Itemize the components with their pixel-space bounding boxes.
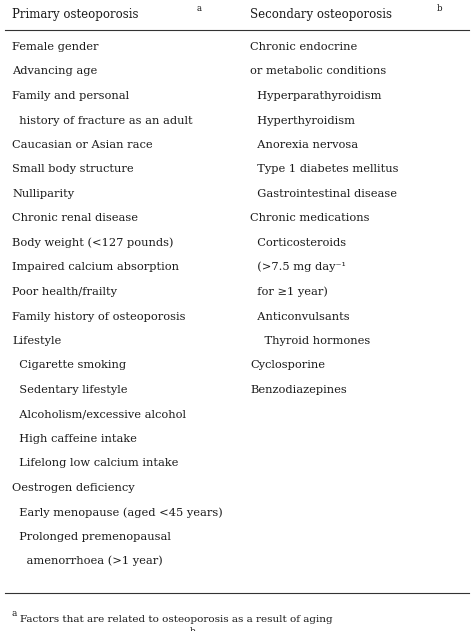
- Text: Cyclosporine: Cyclosporine: [250, 360, 325, 370]
- Text: Benzodiazepines: Benzodiazepines: [250, 385, 347, 395]
- Text: a: a: [12, 609, 18, 618]
- Text: Primary osteoporosis: Primary osteoporosis: [12, 8, 138, 21]
- Text: history of fracture as an adult: history of fracture as an adult: [12, 115, 192, 126]
- Text: High caffeine intake: High caffeine intake: [12, 434, 137, 444]
- Text: Chronic medications: Chronic medications: [250, 213, 370, 223]
- Text: Corticosteroids: Corticosteroids: [250, 238, 346, 248]
- Text: Type 1 diabetes mellitus: Type 1 diabetes mellitus: [250, 165, 399, 175]
- Text: Cigarette smoking: Cigarette smoking: [12, 360, 126, 370]
- Text: Caucasian or Asian race: Caucasian or Asian race: [12, 140, 153, 150]
- Text: a: a: [197, 4, 202, 13]
- Text: Body weight (<127 pounds): Body weight (<127 pounds): [12, 237, 173, 248]
- Text: Hyperthyroidism: Hyperthyroidism: [250, 115, 355, 126]
- Text: Chronic endocrine: Chronic endocrine: [250, 42, 357, 52]
- Text: Oestrogen deficiency: Oestrogen deficiency: [12, 483, 135, 493]
- Text: Alcoholism/excessive alcohol: Alcoholism/excessive alcohol: [12, 410, 186, 420]
- Text: Female gender: Female gender: [12, 42, 99, 52]
- Text: Hyperparathyroidism: Hyperparathyroidism: [250, 91, 382, 101]
- Text: Sedentary lifestyle: Sedentary lifestyle: [12, 385, 128, 395]
- Text: or metabolic conditions: or metabolic conditions: [250, 66, 386, 76]
- Text: Poor health/frailty: Poor health/frailty: [12, 287, 117, 297]
- Text: Thyroid hormones: Thyroid hormones: [250, 336, 370, 346]
- Text: b: b: [437, 4, 443, 13]
- Text: Lifestyle: Lifestyle: [12, 336, 61, 346]
- Text: for ≥1 year): for ≥1 year): [250, 286, 328, 297]
- Text: Family and personal: Family and personal: [12, 91, 129, 101]
- Text: Early menopause (aged <45 years): Early menopause (aged <45 years): [12, 507, 223, 517]
- Text: Nulliparity: Nulliparity: [12, 189, 74, 199]
- Text: Impaired calcium absorption: Impaired calcium absorption: [12, 262, 179, 273]
- Text: Anorexia nervosa: Anorexia nervosa: [250, 140, 358, 150]
- Text: Chronic renal disease: Chronic renal disease: [12, 213, 138, 223]
- Text: Secondary osteoporosis: Secondary osteoporosis: [250, 8, 392, 21]
- Text: Gastrointestinal disease: Gastrointestinal disease: [250, 189, 397, 199]
- Text: (>7.5 mg day⁻¹: (>7.5 mg day⁻¹: [250, 262, 346, 273]
- Text: Factors that are related to osteoporosis as a result of aging: Factors that are related to osteoporosis…: [20, 615, 333, 623]
- Text: Small body structure: Small body structure: [12, 165, 134, 175]
- Text: Prolonged premenopausal: Prolonged premenopausal: [12, 532, 171, 542]
- Text: Anticonvulsants: Anticonvulsants: [250, 312, 350, 322]
- Text: Family history of osteoporosis: Family history of osteoporosis: [12, 312, 185, 322]
- Text: Lifelong low calcium intake: Lifelong low calcium intake: [12, 459, 178, 468]
- Text: Advancing age: Advancing age: [12, 66, 97, 76]
- Text: amenorrhoea (>1 year): amenorrhoea (>1 year): [12, 556, 163, 567]
- Text: b: b: [190, 627, 196, 631]
